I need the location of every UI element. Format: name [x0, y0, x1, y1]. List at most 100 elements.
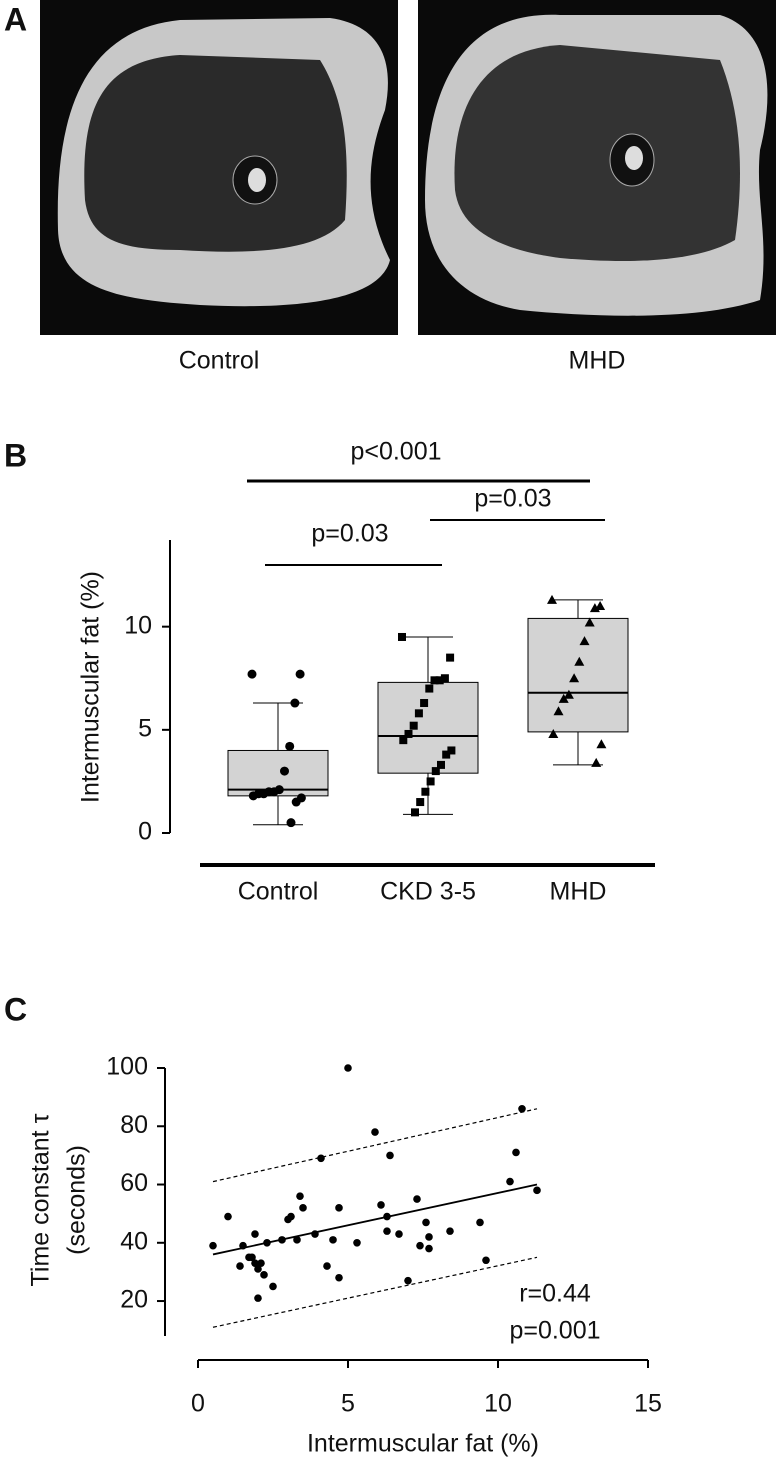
y-tick-label: 10 [124, 611, 152, 639]
point [404, 1276, 412, 1285]
marrow [625, 146, 643, 170]
point [257, 1259, 265, 1267]
point [595, 601, 606, 611]
point [435, 676, 444, 685]
x-tick-label: 0 [191, 1390, 205, 1418]
marrow [248, 168, 266, 192]
point [413, 1195, 421, 1203]
point [398, 632, 406, 641]
point [353, 1238, 361, 1247]
confidence-bound [212, 1108, 538, 1183]
point [422, 1218, 430, 1227]
point [409, 721, 418, 730]
point [416, 1241, 424, 1250]
panel-label: C [4, 991, 27, 1027]
annotation: r=0.44 [519, 1280, 591, 1308]
box [377, 681, 479, 774]
point [589, 603, 600, 613]
point [533, 1186, 541, 1195]
y-tick-label: 80 [120, 1111, 148, 1139]
point [248, 1253, 256, 1262]
point [547, 594, 557, 604]
point [411, 808, 419, 817]
point [323, 1262, 331, 1270]
point [482, 1256, 490, 1265]
y-axis-label: (seconds) [63, 1145, 91, 1255]
point [395, 1230, 403, 1238]
y-tick-label: 0 [138, 818, 152, 846]
muscle [454, 45, 740, 261]
point [248, 791, 258, 801]
point [299, 1204, 307, 1212]
point [558, 693, 569, 703]
point [569, 673, 580, 683]
image-caption: MHD [569, 347, 626, 375]
muscle [84, 55, 347, 252]
x-tick-label: Control [238, 878, 319, 906]
point [426, 777, 435, 786]
point [251, 1230, 259, 1238]
y-tick-label: 5 [138, 714, 152, 742]
point [430, 676, 439, 685]
point [236, 1262, 244, 1270]
panel-label: B [4, 437, 27, 473]
point [269, 1282, 277, 1291]
point [476, 1218, 484, 1227]
point [416, 798, 425, 807]
x-tick-label: MHD [550, 878, 607, 906]
point [574, 656, 585, 666]
point [553, 706, 564, 716]
point [506, 1177, 514, 1186]
point [446, 653, 455, 662]
point [209, 1241, 217, 1250]
p-value: p=0.03 [311, 520, 388, 548]
point [344, 1064, 352, 1072]
x-tick-label: CKD 3-5 [380, 878, 476, 906]
point [442, 750, 451, 759]
p-value: p=0.03 [474, 485, 551, 513]
point [251, 1259, 259, 1267]
point [420, 699, 429, 708]
point [447, 746, 456, 755]
y-tick-label: 100 [106, 1053, 148, 1081]
point [404, 729, 413, 738]
point [386, 1151, 394, 1160]
point [260, 1271, 268, 1279]
x-axis-label: Intermuscular fat (%) [307, 1430, 539, 1458]
point [329, 1236, 337, 1244]
image-caption: Control [179, 347, 260, 375]
point [377, 1201, 385, 1209]
point [440, 674, 449, 683]
y-axis-label: Time constant τ [27, 1113, 55, 1286]
x-tick-label: 5 [341, 1390, 355, 1418]
point [224, 1212, 232, 1221]
regression-line [212, 1183, 538, 1256]
point [512, 1148, 520, 1157]
y-axis-label: Intermuscular fat (%) [77, 571, 105, 803]
point [371, 1128, 379, 1136]
point [518, 1104, 526, 1113]
point [399, 736, 408, 745]
point [579, 636, 590, 646]
confidence-bound [212, 1256, 538, 1328]
point [287, 1212, 295, 1221]
point [421, 787, 430, 796]
annotation: p=0.001 [509, 1317, 600, 1345]
point [584, 617, 595, 627]
panel-label: A [4, 1, 27, 37]
point [290, 698, 300, 708]
point [285, 741, 295, 751]
point [414, 709, 423, 718]
point [596, 739, 607, 749]
point [254, 1265, 262, 1273]
point [335, 1273, 343, 1282]
point [247, 669, 257, 679]
point [591, 757, 602, 767]
y-tick-label: 40 [120, 1227, 148, 1255]
point [291, 797, 301, 807]
x-tick-label: 10 [484, 1390, 512, 1418]
point [548, 728, 559, 738]
point [254, 1294, 262, 1302]
point [425, 1233, 433, 1241]
